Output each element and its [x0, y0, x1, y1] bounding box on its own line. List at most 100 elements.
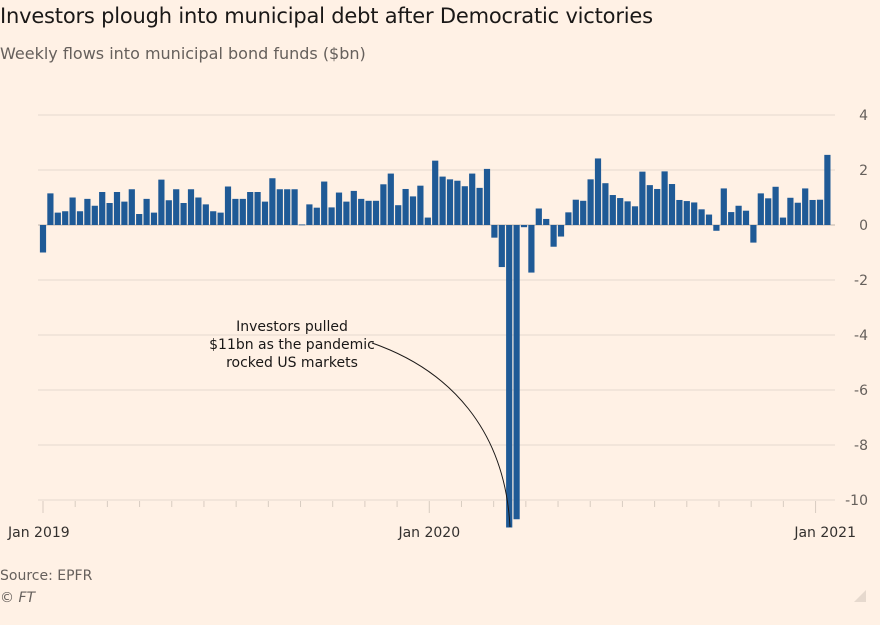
bar [520, 225, 528, 228]
bar [417, 185, 424, 225]
y-tick-label: 2 [859, 163, 868, 179]
annotation-connector [371, 342, 511, 528]
bar [276, 189, 283, 225]
bar [210, 211, 217, 225]
bar [387, 173, 394, 225]
bar [698, 209, 705, 225]
bar [639, 171, 646, 225]
x-axis: Jan 2019 Jan 2020 Jan 2021 [7, 501, 856, 541]
y-tick-label: -6 [854, 383, 868, 399]
bar [587, 179, 594, 225]
bar [321, 181, 328, 225]
bar [306, 204, 313, 225]
bar [794, 202, 801, 225]
bar [254, 192, 261, 225]
bar [809, 199, 816, 225]
bar [646, 185, 653, 225]
x-tick-label: Jan 2021 [793, 525, 856, 541]
y-axis: 4 2 0 -2 -4 -6 -8 -10 [845, 108, 868, 509]
bar [728, 212, 735, 225]
bar [720, 188, 727, 225]
bar [136, 214, 143, 225]
bar [631, 206, 639, 225]
bar [661, 171, 668, 225]
bar [432, 160, 439, 225]
bar [779, 217, 787, 225]
bar [350, 190, 357, 225]
bar [106, 203, 113, 225]
bar [506, 225, 513, 528]
bar [713, 225, 720, 231]
annotation-line-3: rocked US markets [226, 355, 358, 371]
annotation-line-2: $11bn as the pandemic [209, 337, 375, 353]
bar [735, 205, 742, 225]
bar [372, 200, 380, 225]
bar [165, 200, 172, 225]
bar [62, 211, 69, 225]
bar [439, 176, 446, 225]
bar [298, 224, 306, 226]
bar [291, 189, 298, 225]
bar [313, 207, 320, 225]
bar [150, 212, 158, 225]
bar [461, 186, 468, 225]
bar [543, 218, 550, 225]
bar [402, 188, 409, 225]
bar [217, 212, 224, 225]
bar [742, 210, 750, 225]
bar [202, 204, 209, 225]
bar [565, 212, 572, 225]
x-tick-label: Jan 2019 [7, 525, 70, 541]
bar [39, 225, 47, 253]
annotation-line-1: Investors pulled [236, 319, 348, 335]
bar [424, 217, 431, 225]
bar [187, 189, 195, 225]
bar [358, 198, 365, 225]
bar [54, 212, 61, 225]
bar [535, 208, 542, 225]
resize-handle-icon[interactable] [854, 590, 866, 602]
bar [483, 168, 491, 225]
bar [528, 225, 535, 273]
bar [224, 186, 232, 225]
bar [261, 201, 269, 225]
bar [99, 192, 106, 225]
bar [180, 203, 187, 225]
bar [328, 207, 335, 225]
bar [47, 193, 54, 225]
bar [84, 198, 91, 225]
copyright: © FT [0, 590, 36, 606]
bar [91, 205, 98, 225]
bar [772, 186, 779, 225]
bar [113, 192, 121, 225]
bar [409, 196, 417, 225]
bar [380, 184, 387, 225]
bar [158, 179, 165, 225]
bar [121, 201, 128, 225]
source-note: Source: EPFR [0, 568, 93, 584]
bar [343, 201, 350, 225]
bar [557, 225, 565, 237]
bar [395, 205, 402, 225]
bar [128, 189, 135, 225]
bar [469, 173, 476, 225]
bar [624, 201, 631, 225]
y-tick-label: -2 [854, 273, 868, 289]
bar [668, 184, 676, 225]
bar [335, 192, 343, 225]
bar [232, 198, 239, 225]
bar [365, 200, 372, 225]
bar [750, 225, 757, 243]
y-tick-label: -10 [845, 493, 868, 509]
chart-subtitle: Weekly flows into municipal bond funds (… [0, 44, 366, 63]
bar [617, 198, 624, 225]
bar [572, 199, 579, 225]
bar [491, 225, 498, 238]
bar [691, 202, 698, 225]
bar [195, 197, 202, 225]
bar [143, 198, 150, 225]
bar [498, 225, 505, 268]
bar [705, 214, 713, 225]
bar [802, 188, 809, 225]
